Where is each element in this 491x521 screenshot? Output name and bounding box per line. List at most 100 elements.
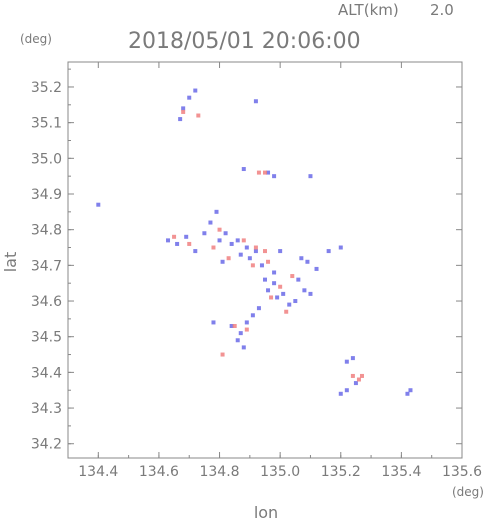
data-point — [238, 331, 243, 336]
data-point — [181, 109, 186, 114]
data-point — [244, 327, 249, 332]
data-point — [338, 245, 343, 250]
y-tick-label: 35.2 — [31, 80, 62, 96]
data-point — [344, 388, 349, 393]
data-point — [229, 241, 234, 246]
data-point — [263, 170, 267, 175]
data-point — [193, 88, 198, 93]
data-point — [232, 324, 237, 328]
data-point — [244, 320, 249, 325]
data-point — [308, 291, 313, 296]
data-point — [272, 270, 277, 275]
data-point — [253, 99, 258, 104]
data-point — [272, 174, 277, 179]
data-point — [241, 238, 246, 243]
x-tick-label: 134.4 — [78, 464, 118, 480]
data-point — [253, 249, 258, 254]
data-point — [266, 170, 271, 175]
chart-title: 2018/05/01 20:06:00 — [128, 29, 361, 54]
data-point — [287, 302, 292, 307]
y-axis-unit: (deg) — [20, 32, 52, 46]
data-point — [181, 106, 186, 111]
data-point — [235, 338, 240, 343]
data-point — [247, 256, 252, 261]
data-point — [290, 274, 295, 279]
x-tick-label: 134.8 — [199, 464, 239, 480]
plot-border — [67, 61, 463, 459]
data-point — [359, 373, 364, 378]
data-point — [196, 113, 201, 118]
data-point — [235, 238, 240, 243]
data-point — [172, 234, 177, 239]
data-point — [244, 245, 249, 250]
y-axis-title: lat — [1, 252, 20, 273]
data-point — [259, 263, 264, 268]
data-point — [217, 227, 222, 232]
data-point — [302, 288, 307, 293]
data-point — [214, 209, 219, 214]
data-point — [356, 377, 361, 382]
data-point — [193, 249, 198, 254]
data-point — [217, 238, 222, 243]
data-point — [344, 359, 349, 364]
x-tick-label: 135.4 — [381, 464, 421, 480]
data-point — [272, 281, 277, 286]
plot-frame — [67, 61, 463, 459]
data-point — [314, 266, 319, 271]
y-tick-label: 34.3 — [31, 401, 62, 417]
data-point — [229, 324, 234, 328]
data-point — [326, 249, 331, 254]
data-point — [299, 256, 304, 261]
altitude-label: ALT(km) — [338, 1, 399, 19]
data-point — [202, 231, 207, 236]
data-point — [96, 202, 101, 207]
data-point — [211, 245, 216, 250]
data-point — [208, 220, 213, 225]
x-tick-label: 135.0 — [260, 464, 300, 480]
data-point — [405, 391, 410, 396]
data-point — [308, 174, 313, 179]
x-tick-label: 135.6 — [442, 464, 482, 480]
data-point — [350, 356, 355, 361]
y-axis-ticks: 34.2 34.3 34.4 34.5 34.6 34.7 34.8 34.9 35.0 35.1… — [31, 68, 462, 453]
data-point — [284, 309, 289, 314]
data-point — [266, 259, 271, 264]
y-tick-label: 34.5 — [31, 330, 62, 346]
data-point — [211, 320, 216, 325]
data-point — [223, 231, 228, 236]
data-point — [187, 241, 192, 246]
data-point — [296, 277, 301, 282]
data-point — [256, 170, 261, 175]
data-points — [96, 88, 413, 396]
y-tick-label: 34.6 — [31, 294, 62, 310]
data-point — [408, 388, 413, 393]
y-tick-label: 34.4 — [31, 365, 62, 381]
data-point — [338, 391, 343, 396]
x-tick-label: 134.6 — [139, 464, 179, 480]
y-tick-label: 34.2 — [31, 437, 62, 453]
y-tick-label: 34.8 — [31, 223, 62, 239]
data-point — [184, 234, 189, 239]
x-axis-ticks: 134.4 134.6 134.8 135.0 135.2 135.4 135.6 — [67, 62, 482, 480]
data-point — [166, 238, 171, 243]
data-point — [250, 313, 255, 318]
x-tick-label: 135.2 — [321, 464, 361, 480]
x-axis-unit: (deg) — [452, 485, 484, 499]
data-point — [350, 373, 355, 378]
y-tick-label: 35.0 — [31, 151, 62, 167]
altitude-value: 2.0 — [430, 1, 454, 19]
data-point — [253, 245, 258, 250]
data-point — [178, 117, 183, 122]
data-point — [220, 352, 225, 357]
data-point — [263, 277, 267, 282]
data-point — [175, 241, 180, 246]
data-point — [226, 256, 231, 261]
data-point — [250, 263, 255, 268]
data-point — [305, 259, 310, 264]
data-point — [238, 252, 243, 257]
data-point — [220, 259, 225, 264]
data-point — [266, 288, 271, 293]
data-point — [278, 249, 283, 254]
data-point — [241, 345, 246, 350]
